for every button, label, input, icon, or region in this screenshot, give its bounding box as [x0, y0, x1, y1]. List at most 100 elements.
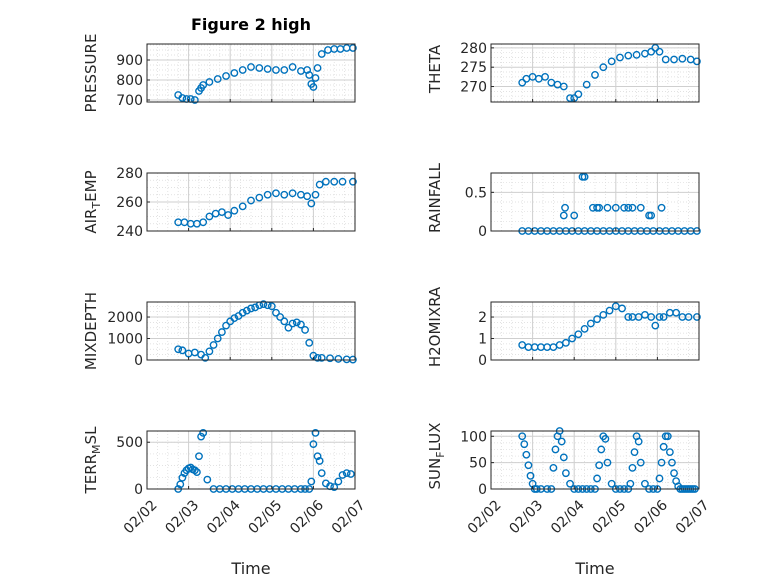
- data-point: [317, 50, 326, 58]
- data-point: [603, 203, 612, 212]
- data-point: [280, 317, 289, 326]
- data-point: [217, 208, 226, 217]
- y-tick-label: 800: [116, 73, 143, 89]
- data-point: [661, 55, 670, 64]
- data-point: [628, 464, 637, 472]
- data-point: [593, 315, 601, 324]
- data-point: [255, 64, 264, 72]
- data-point: [665, 448, 674, 456]
- subplot-sun_flux: 0 50 100 02/02 02/03 02/04 02/05 02/06 02/07 SUNF…: [426, 423, 713, 538]
- data-point: [524, 461, 533, 470]
- data-point: [321, 177, 330, 186]
- data-point: [193, 468, 201, 477]
- data-point: [247, 196, 255, 205]
- data-point: [601, 435, 610, 443]
- data-point: [559, 82, 568, 91]
- data-point: [659, 442, 668, 451]
- data-point: [557, 437, 566, 446]
- data-point: [522, 450, 531, 459]
- data-point: [559, 453, 568, 462]
- data-point: [311, 74, 320, 82]
- data-point: [317, 353, 326, 362]
- data-point: [561, 469, 570, 478]
- data-point: [566, 479, 574, 488]
- data-point: [659, 313, 668, 321]
- data-point: [551, 445, 560, 454]
- y-axis-label: MIXDEPTH: [82, 292, 100, 370]
- data-point: [272, 308, 280, 317]
- data-point: [605, 306, 614, 315]
- data-point: [251, 303, 260, 312]
- x-axis-label-left: Time: [230, 559, 270, 578]
- data-point: [593, 474, 601, 483]
- data-point: [313, 353, 322, 362]
- x-tick-label: 02/07: [329, 497, 369, 537]
- data-point: [657, 203, 666, 212]
- data-point: [190, 96, 199, 104]
- data-point: [636, 203, 645, 212]
- data-point: [222, 72, 230, 80]
- data-point: [238, 66, 247, 74]
- data-point: [280, 66, 289, 74]
- data-point: [313, 64, 322, 72]
- data-point: [263, 190, 272, 199]
- data-point: [599, 63, 608, 72]
- data-point: [651, 43, 660, 52]
- y-tick-label: 280: [116, 166, 143, 182]
- x-tick-label: 02/02: [465, 497, 505, 537]
- data-point: [272, 66, 280, 74]
- y-tick-label: 50: [469, 456, 487, 472]
- y-tick-label: 0: [478, 353, 487, 369]
- data-point: [330, 177, 339, 186]
- x-axis-label-right: Time: [574, 559, 614, 578]
- data-point: [334, 477, 343, 486]
- axes-box: [146, 43, 356, 103]
- y-axis-label: TERRMSL: [82, 426, 103, 495]
- data-markers: [174, 300, 357, 364]
- subplot-pressure: 700 800 900 PRESSURE: [82, 34, 357, 112]
- data-point: [561, 338, 570, 347]
- plot-area: [491, 44, 699, 102]
- y-tick-label: 1: [478, 332, 487, 348]
- data-point: [330, 483, 339, 492]
- data-point: [297, 320, 305, 329]
- x-tick-label: 02/04: [204, 497, 244, 537]
- data-point: [311, 190, 320, 199]
- figure-title: Figure 2 high: [191, 15, 311, 34]
- data-point: [224, 211, 233, 219]
- plot-area: [491, 173, 699, 231]
- data-point: [607, 57, 616, 66]
- data-point: [580, 324, 589, 333]
- data-point: [561, 203, 569, 212]
- y-tick-label: 0: [478, 224, 487, 240]
- data-point: [309, 83, 318, 91]
- data-point: [586, 319, 595, 328]
- data-point: [574, 90, 583, 99]
- x-tick-label: 02/03: [506, 497, 546, 537]
- data-point: [616, 53, 624, 62]
- data-point: [176, 480, 185, 489]
- y-tick-label: 0: [478, 482, 487, 498]
- data-point: [655, 313, 664, 321]
- y-tick-label: 900: [116, 53, 143, 69]
- data-point: [349, 44, 357, 52]
- y-axis-label: RAINFALL: [426, 162, 444, 233]
- data-point: [238, 202, 247, 211]
- data-point: [628, 203, 637, 212]
- data-point: [307, 477, 316, 486]
- subplot-mixdepth: 0 1000 2000 MIXDEPTH: [82, 292, 357, 370]
- data-point: [230, 314, 239, 323]
- data-point: [309, 440, 318, 448]
- x-tick-label: 02/07: [673, 497, 713, 537]
- data-point: [599, 310, 608, 319]
- data-point: [201, 353, 210, 362]
- data-point: [238, 308, 247, 317]
- y-axis-label: THETA: [426, 44, 444, 94]
- y-tick-label: 0: [134, 353, 143, 369]
- data-point: [518, 78, 527, 87]
- y-tick-label: 500: [116, 435, 143, 451]
- data-point: [568, 334, 577, 343]
- data-point: [693, 313, 701, 321]
- x-tick-label: 02/03: [162, 497, 202, 537]
